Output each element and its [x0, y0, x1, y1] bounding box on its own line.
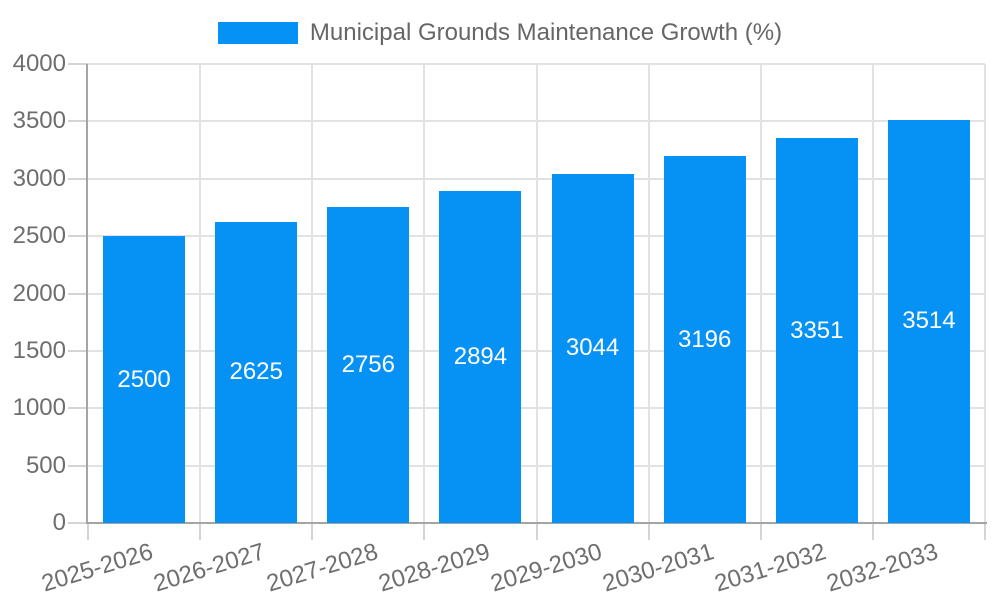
- bar[interactable]: [887, 119, 970, 523]
- y-tick: [68, 522, 88, 524]
- x-gridline: [199, 64, 202, 523]
- x-tick: [311, 523, 314, 540]
- y-tick: [68, 120, 88, 123]
- y-tick-label: 3000: [12, 164, 66, 192]
- y-tick-label: 3500: [12, 107, 66, 135]
- bar-value-label: 2756: [341, 350, 395, 378]
- y-tick-label: 1000: [12, 394, 66, 422]
- x-tick-label: 2032-2033: [823, 538, 942, 598]
- bar[interactable]: [215, 221, 298, 523]
- bar[interactable]: [663, 156, 746, 523]
- y-tick-label: 2000: [12, 279, 66, 307]
- bar-value-label: 3351: [790, 316, 844, 344]
- x-tick: [87, 523, 89, 540]
- bar-value-label: 3044: [565, 334, 620, 362]
- x-gridline: [423, 64, 426, 523]
- y-tick: [68, 407, 88, 410]
- x-tick-label: 2027-2028: [262, 538, 381, 598]
- x-tick: [759, 523, 762, 540]
- bar-value-label: 3196: [677, 325, 732, 353]
- y-axis-line: [86, 64, 88, 523]
- x-gridline: [311, 64, 314, 523]
- y-tick: [68, 235, 88, 238]
- x-tick-label: 2028-2029: [375, 538, 493, 598]
- bar-value-label: 2625: [229, 358, 283, 386]
- y-tick: [68, 177, 88, 180]
- bar-value-label: 2500: [117, 365, 171, 393]
- bar-value-label: 2894: [453, 342, 508, 370]
- legend-label: Municipal Grounds Maintenance Growth (%): [309, 19, 783, 46]
- x-tick-label: 2031-2032: [711, 538, 830, 598]
- x-gridline: [647, 64, 650, 523]
- bar[interactable]: [775, 138, 858, 523]
- x-gridline: [871, 64, 874, 523]
- x-tick-label: 2026-2027: [150, 538, 269, 598]
- x-gridline: [984, 64, 986, 523]
- y-tick-label: 2500: [12, 222, 66, 250]
- y-tick-label: 0: [52, 509, 66, 536]
- legend[interactable]: Municipal Grounds Maintenance Growth (%): [0, 21, 1000, 45]
- x-tick-label: 2025-2026: [38, 538, 157, 598]
- bar[interactable]: [439, 190, 522, 523]
- x-gridline: [535, 64, 538, 523]
- bar[interactable]: [327, 206, 410, 523]
- legend-swatch: [217, 22, 298, 44]
- y-tick-label: 500: [25, 451, 66, 479]
- x-tick: [423, 523, 426, 540]
- x-tick: [535, 523, 538, 540]
- y-tick: [68, 63, 88, 65]
- y-tick-label: 1500: [12, 336, 66, 364]
- x-tick-label: 2030-2031: [599, 538, 717, 598]
- x-tick: [871, 523, 874, 540]
- y-tick: [68, 464, 88, 467]
- x-tick: [199, 523, 202, 540]
- x-tick: [647, 523, 650, 540]
- x-gridline: [759, 64, 762, 523]
- bar[interactable]: [103, 236, 186, 523]
- y-tick: [68, 349, 88, 352]
- bar[interactable]: [551, 173, 634, 523]
- y-tick: [68, 292, 88, 295]
- x-tick-label: 2029-2030: [487, 538, 605, 598]
- x-axis-line: [86, 522, 987, 524]
- y-tick-label: 4000: [12, 50, 66, 77]
- x-tick: [984, 523, 986, 540]
- bar-value-label: 3514: [902, 307, 956, 335]
